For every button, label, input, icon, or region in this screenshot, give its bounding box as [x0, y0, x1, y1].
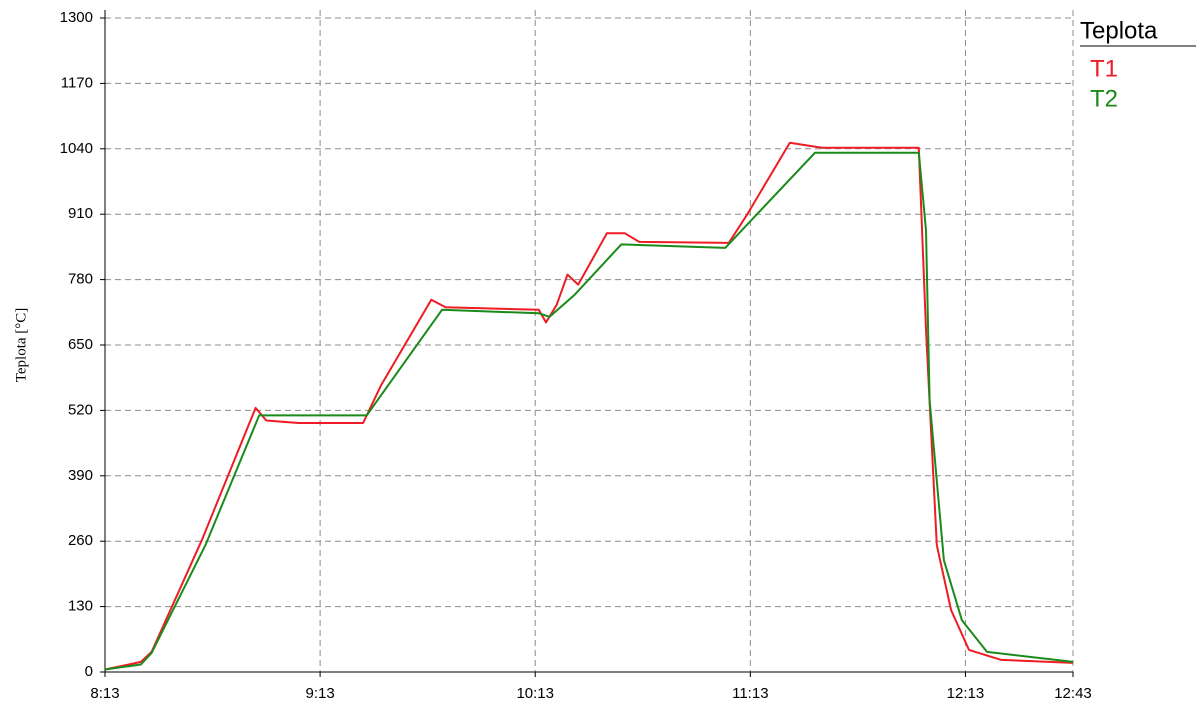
y-tick-label: 1040: [60, 140, 93, 157]
x-tick-label: 11:13: [732, 685, 768, 702]
y-tick-label: 650: [68, 336, 93, 353]
y-tick-label: 520: [68, 401, 93, 418]
y-axis-label: Teplota [°C]: [13, 308, 29, 383]
y-tick-label: 1300: [60, 9, 93, 26]
x-tick-label: 10:13: [516, 685, 554, 702]
y-tick-label: 390: [68, 467, 93, 484]
y-tick-label: 1170: [61, 74, 93, 91]
data-line: [104, 151, 1074, 671]
x-tick-label: 12:43: [1054, 685, 1092, 702]
legend-label: T1: [1090, 55, 1118, 82]
x-tick-label: 12:13: [947, 685, 985, 702]
x-tick-label: 9:13: [306, 685, 335, 702]
legend-title: Teplota: [1080, 17, 1158, 44]
legend-label: T2: [1090, 85, 1118, 112]
y-tick-label: 910: [68, 205, 93, 222]
y-tick-label: 0: [85, 663, 93, 680]
y-tick-label: 130: [68, 598, 93, 615]
x-tick-label: 8:13: [90, 685, 119, 702]
y-tick-label: 260: [68, 532, 93, 549]
data-line: [104, 141, 1074, 671]
y-tick-label: 780: [68, 271, 93, 288]
